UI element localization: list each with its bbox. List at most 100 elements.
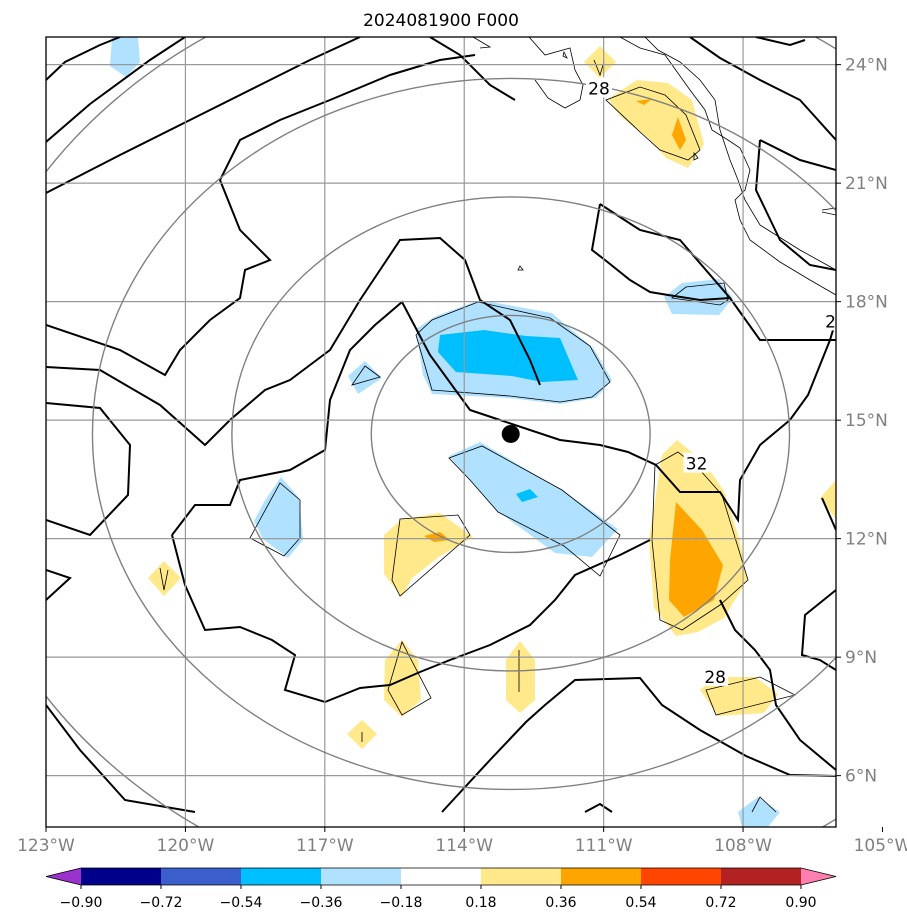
contour-line (755, 37, 806, 47)
fill-pos-med (636, 99, 652, 105)
fill-pos-med (672, 117, 686, 150)
x-axis: 123°W 120°W 117°W 114°W 111°W 108°W 105°W (17, 827, 907, 856)
fill-neg-light (738, 797, 780, 827)
contour-line (46, 704, 196, 813)
storm-center-marker (501, 424, 520, 443)
colorbar-label: 0.36 (545, 895, 576, 911)
colorbar-extend-low (46, 868, 81, 885)
contour-line (46, 569, 72, 601)
range-ring (231, 196, 791, 672)
x-tick-label: 108°W (714, 836, 772, 856)
colorbar-segment (721, 868, 801, 885)
thin-contour (448, 445, 621, 577)
thin-contour (351, 365, 381, 386)
x-tick-label: 105°W (854, 836, 907, 856)
colorbar-segment (241, 868, 321, 885)
contour-line (759, 139, 836, 171)
contour-line (599, 203, 731, 299)
fill-pos-light (384, 513, 473, 597)
thin-contour (751, 796, 777, 813)
thick-contours (46, 37, 836, 813)
thin-contour (159, 567, 169, 591)
colorbar-label: −0.54 (220, 895, 263, 911)
colorbar-label: 0.90 (785, 895, 816, 911)
x-tick-label: 123°W (17, 836, 75, 856)
contour-line (429, 37, 516, 101)
y-tick-label: 21°N (845, 174, 888, 194)
thin-contour (644, 37, 836, 271)
contour-label-bg (586, 77, 612, 98)
contour-line (46, 402, 132, 537)
thin-contour (391, 514, 471, 597)
colorbar-label: −0.36 (300, 895, 343, 911)
colorbar-segment (561, 868, 641, 885)
fill-pos-light (584, 46, 616, 78)
colorbar-extend-high (801, 868, 836, 885)
range-ring (91, 77, 836, 791)
fill-neg-light (254, 477, 303, 558)
contour-label: 28 (704, 668, 726, 688)
y-tick-label: 12°N (845, 530, 888, 550)
x-tick-label: 111°W (575, 836, 633, 856)
thin-contour (249, 482, 301, 557)
y-tick-label: 6°N (845, 767, 877, 787)
contour-line (719, 599, 836, 771)
fill-neg-med (516, 489, 538, 502)
fill-pos-med (669, 502, 723, 617)
gridlines (46, 37, 836, 827)
thin-contour (517, 265, 524, 271)
colorbar-label: 0.72 (705, 895, 736, 911)
colorbar-segment (401, 868, 481, 885)
contour-line (590, 203, 836, 341)
contour-label: 28 (588, 79, 610, 99)
colorbar: −0.90 −0.72 −0.54 −0.36 −0.18 0.18 0.36 0.54 0.7… (45, 867, 837, 911)
thin-contour (693, 151, 699, 161)
thin-contour (605, 86, 701, 161)
colorbar-label: −0.72 (140, 895, 183, 911)
thin-contour (671, 282, 729, 306)
contour-line (171, 534, 651, 704)
y-axis: 6°N 9°N 12°N 15°N 18°N 21°N 24°N (836, 56, 888, 787)
fill-neg-light (664, 279, 733, 315)
contour-line (46, 37, 121, 81)
chart-title: 2024081900 F000 (363, 11, 519, 31)
colorbar-label: −0.18 (380, 895, 423, 911)
contour-label: 24 (825, 312, 847, 332)
y-tick-label: 15°N (845, 411, 888, 431)
colorbar-label: 0.54 (625, 895, 656, 911)
thin-contour (821, 207, 836, 216)
contour-labels: 282432283 (586, 77, 847, 688)
contour-label-bg (683, 452, 710, 473)
contour-line (46, 236, 541, 447)
colorbar-label: 0.18 (465, 895, 496, 911)
colorbar-segment (481, 868, 561, 885)
contour-line (689, 37, 836, 141)
thin-contour (619, 37, 836, 296)
colorbar-segment (161, 868, 241, 885)
thin-contour (472, 37, 492, 49)
fill-pos-light (148, 561, 181, 596)
thin-contour (415, 301, 611, 403)
contour-line (821, 497, 836, 531)
x-tick-label: 114°W (435, 836, 493, 856)
colorbar-segment (641, 868, 721, 885)
contour-line (800, 589, 836, 671)
thin-contour (387, 640, 432, 716)
fill-neg-light (110, 37, 140, 77)
y-tick-label: 9°N (845, 648, 877, 668)
thin-contour (562, 50, 568, 59)
fill-pos-light (506, 641, 535, 713)
x-tick-label: 120°W (157, 836, 215, 856)
y-tick-label: 24°N (845, 56, 888, 76)
fill-pos-light (820, 480, 836, 519)
map-frame (45, 36, 837, 828)
contour-label-bg (823, 310, 836, 331)
contour-line (441, 676, 836, 813)
y-tick-label: 18°N (845, 293, 888, 313)
fill-neg-light (348, 361, 382, 394)
x-tick-label: 117°W (296, 836, 354, 856)
colorbar-label: −0.90 (60, 895, 103, 911)
fill-neg-med (438, 330, 578, 382)
